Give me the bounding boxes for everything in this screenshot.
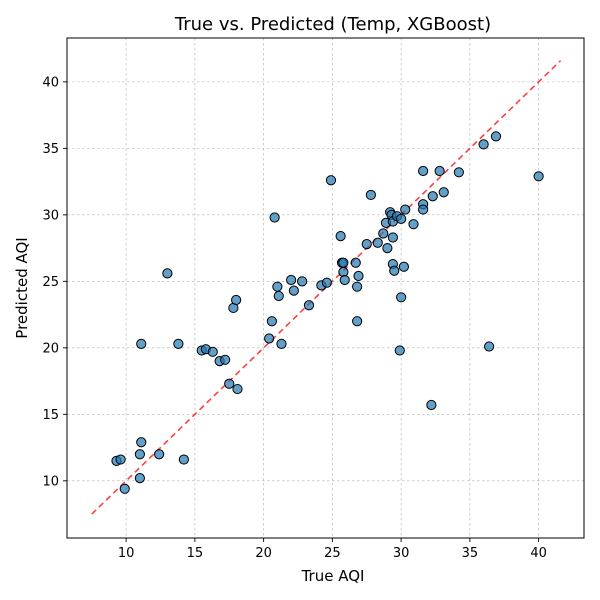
data-point (321, 277, 332, 288)
data-point (269, 212, 280, 223)
data-point (276, 338, 287, 349)
x-tick-label: 30 (393, 546, 410, 561)
plot-frame (66, 37, 585, 539)
data-point (297, 276, 308, 287)
x-axis-title: True AQI (301, 567, 365, 585)
y-tick-label: 10 (42, 474, 59, 489)
data-point (264, 333, 275, 344)
data-point (434, 165, 445, 177)
data-point (418, 165, 429, 177)
data-point (136, 437, 147, 448)
data-point (266, 316, 277, 327)
x-axis-ticks: 10 15 20 25 30 35 40 (118, 538, 547, 561)
data-point (272, 281, 283, 292)
data-point (286, 274, 297, 286)
data-point (478, 139, 489, 150)
data-point (365, 189, 376, 201)
data-point (427, 191, 438, 202)
reference-line-layer (91, 60, 562, 515)
data-point (426, 399, 437, 411)
data-point (438, 187, 449, 198)
data-point (396, 213, 407, 224)
data-point (353, 270, 364, 282)
data-point (352, 281, 363, 292)
data-point (418, 204, 429, 215)
data-point (154, 449, 165, 460)
data-point (453, 167, 464, 178)
data-point (173, 338, 184, 349)
data-point (490, 131, 502, 142)
data-point (339, 274, 350, 286)
data-point (232, 383, 243, 395)
x-tick-label: 20 (255, 546, 272, 561)
data-point (207, 346, 218, 357)
y-tick-label: 35 (42, 142, 59, 157)
data-point (338, 257, 349, 268)
data-point (378, 228, 389, 239)
reference-line (91, 60, 562, 515)
data-point (136, 338, 147, 349)
data-point (387, 232, 398, 243)
data-point (372, 237, 383, 248)
data-point (303, 300, 315, 311)
x-tick-label: 10 (118, 546, 135, 561)
data-point (350, 257, 361, 268)
data-point (115, 454, 126, 465)
data-point (335, 231, 346, 242)
data-point (224, 378, 235, 389)
data-point (533, 171, 544, 182)
data-point (484, 341, 495, 352)
y-axis-title: Predicted AQI (13, 237, 31, 338)
data-point (361, 239, 372, 250)
x-tick-label: 35 (462, 546, 479, 561)
data-point (389, 265, 400, 276)
y-tick-label: 20 (42, 341, 59, 356)
data-point (398, 261, 409, 272)
data-point (231, 294, 242, 306)
data-point (400, 204, 411, 215)
y-tick-label: 15 (42, 408, 59, 423)
data-point (382, 243, 393, 254)
x-tick-label: 40 (530, 546, 547, 561)
y-tick-label: 40 (42, 75, 59, 90)
data-point (396, 292, 407, 303)
data-points (111, 131, 544, 494)
data-point (134, 473, 145, 484)
chart-title: True vs. Predicted (Temp, XGBoost) (174, 14, 491, 35)
y-axis-ticks: 10 15 20 25 30 35 40 (42, 75, 67, 489)
data-point (178, 454, 189, 465)
data-point (273, 290, 284, 302)
y-tick-label: 25 (42, 275, 59, 290)
data-point (288, 285, 299, 296)
data-point (352, 316, 363, 327)
data-point (162, 268, 173, 279)
x-tick-label: 25 (324, 546, 341, 561)
y-tick-label: 30 (42, 208, 59, 223)
x-tick-label: 15 (187, 546, 204, 561)
data-point (134, 449, 145, 460)
data-point (408, 219, 419, 230)
grid-lines (67, 38, 584, 538)
data-point (119, 483, 130, 494)
data-point (220, 354, 231, 365)
data-point (394, 345, 405, 356)
data-point (325, 175, 337, 186)
